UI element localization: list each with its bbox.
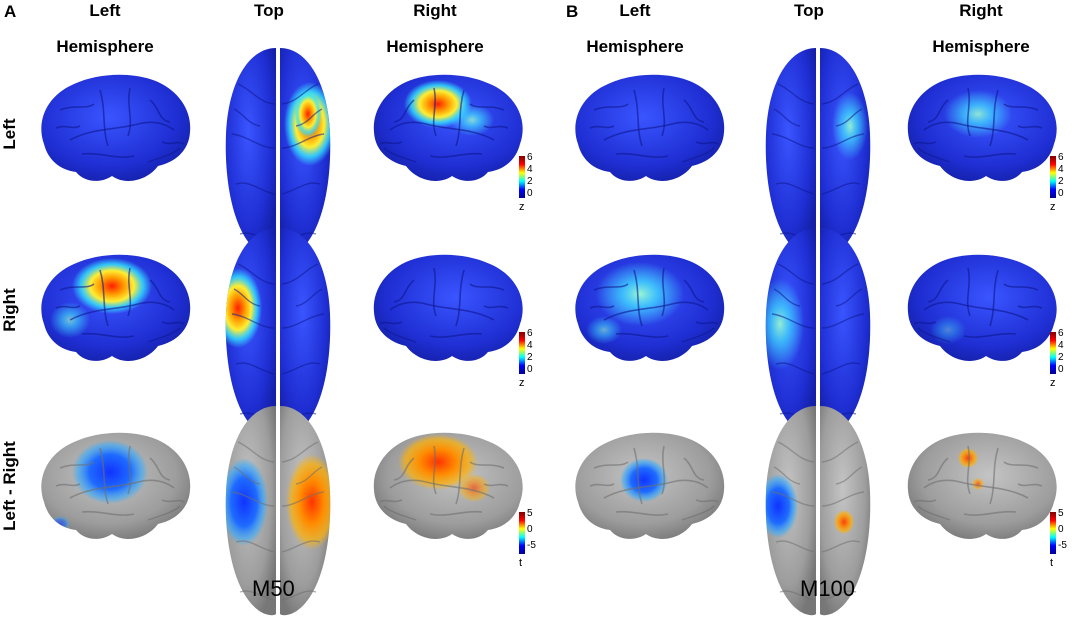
- column-header-a-top: Top: [254, 1, 284, 20]
- brain-b-diff-lateral-right: [902, 428, 1068, 548]
- condition-label-m100: M100: [800, 576, 856, 601]
- brain-b-right-lateral-left: [564, 250, 730, 370]
- row-label-left: Left: [0, 118, 19, 150]
- column-header-b-left: Left Hemisphere: [586, 1, 684, 56]
- column-header-b-right: Right Hemisphere: [932, 1, 1030, 56]
- brain-b-left-lateral-right: [902, 70, 1068, 190]
- brain-a-left-lateral-right: [368, 70, 534, 190]
- row-label-left-minus-right: Left - Right: [0, 441, 19, 531]
- column-header-a-left: Left Hemisphere: [56, 1, 154, 56]
- brain-a-right-lateral-left: [30, 250, 196, 370]
- brain-b-right-lateral-right: [902, 250, 1068, 370]
- brain-a-diff-lateral-right: [368, 428, 534, 548]
- brain-a-right-lateral-right: [368, 250, 534, 370]
- condition-label-m50: M50: [252, 576, 295, 601]
- column-header-b-top: Top: [794, 1, 824, 20]
- brain-b-left-lateral-left: [564, 70, 730, 190]
- brain-b-diff-top: [758, 402, 878, 618]
- brain-a-left-lateral-left: [30, 70, 196, 190]
- row-label-right: Right: [0, 288, 19, 332]
- panel-letter-b: B: [566, 2, 579, 21]
- brain-a-left-top: [218, 44, 338, 260]
- column-header-a-right: Right Hemisphere: [386, 1, 484, 56]
- brain-b-right-top: [758, 224, 878, 440]
- brain-b-diff-lateral-left: [564, 428, 730, 548]
- brain-a-right-top: [218, 224, 338, 440]
- brain-a-diff-top: [218, 402, 338, 618]
- brain-a-diff-lateral-left: [30, 428, 196, 548]
- panel-letter-a: A: [4, 2, 17, 21]
- brain-b-left-top: [758, 44, 878, 260]
